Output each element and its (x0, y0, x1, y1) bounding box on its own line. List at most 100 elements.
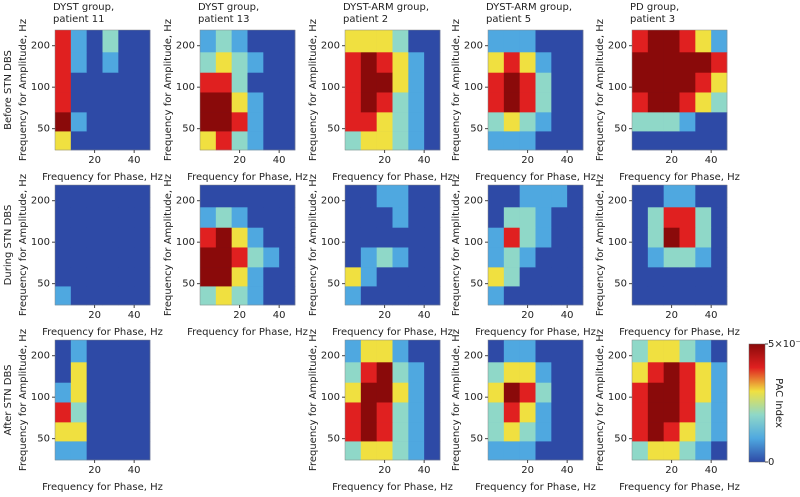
heat-cell (134, 112, 151, 132)
heat-cell (118, 362, 135, 383)
heat-cell (519, 247, 536, 268)
heat-cell (263, 286, 280, 306)
panel: 20 40 50 100 200 Frequency for Phase, Hz Frequ… (451, 19, 596, 183)
heat-cell (663, 402, 680, 423)
heat-cell (567, 286, 584, 306)
heat-cell (519, 131, 536, 151)
heat-cell (134, 92, 151, 113)
y-tick-label: 50 (327, 434, 340, 445)
heat-cell (102, 441, 119, 461)
heat-cell (279, 52, 296, 73)
heat-cell (632, 30, 649, 53)
y-axis-label: Frequency for Amplitude, Hz (18, 19, 29, 161)
heat-cell (279, 267, 296, 287)
heat-cell (118, 382, 135, 403)
heat-cell (488, 340, 505, 363)
heat-cell (200, 207, 217, 228)
plot-frame (487, 339, 584, 461)
heat-cell (567, 340, 584, 363)
heat-cell (360, 402, 377, 423)
x-tick-label: 20 (378, 465, 391, 476)
heat-cell (70, 382, 87, 403)
y-axis-label: Frequency for Amplitude, Hz (308, 329, 319, 471)
heat-cell (118, 247, 135, 268)
heat-cell (679, 131, 696, 151)
y-tick-label: 50 (614, 434, 627, 445)
heat-cell (424, 247, 441, 268)
heat-cell (134, 362, 151, 383)
heat-cell (279, 227, 296, 248)
heat-cell (551, 402, 568, 423)
heat-cell (134, 340, 151, 363)
plot-frame (54, 339, 151, 461)
y-tick-label: 50 (327, 124, 340, 135)
heat-cell (376, 267, 393, 287)
heat-cell (86, 247, 103, 268)
heat-cell (408, 362, 425, 383)
heat-cell (345, 267, 362, 287)
heat-cell (360, 286, 377, 306)
heat-cell (360, 382, 377, 403)
y-tick-label: 50 (182, 279, 195, 290)
heat-cell (535, 247, 552, 268)
heat-cell (134, 402, 151, 423)
heat-cell (503, 52, 520, 73)
panel: 20 40 50 100 200 Frequency for Phase, Hz Frequ… (18, 19, 163, 183)
heat-cell (424, 227, 441, 248)
heat-cell (86, 441, 103, 461)
y-tick-label: 200 (176, 196, 195, 207)
y-axis-label: Frequency for Amplitude, Hz (595, 174, 606, 316)
heat-cell (711, 247, 728, 268)
y-tick-label: 100 (321, 237, 340, 248)
heat-cell (503, 422, 520, 442)
heat-cell (102, 382, 119, 403)
heat-cell (392, 362, 409, 383)
heat-cell (345, 402, 362, 423)
heat-cell (86, 402, 103, 423)
heat-cell (408, 112, 425, 132)
heat-cell (360, 247, 377, 268)
heat-cell (519, 382, 536, 403)
y-tick-label: 200 (608, 41, 627, 52)
heat-cell (345, 247, 362, 268)
heat-cell (231, 131, 248, 151)
heat-cell (408, 30, 425, 53)
y-tick-label: 100 (31, 82, 50, 93)
heat-cell (247, 92, 264, 113)
heat-cell (392, 207, 409, 228)
heat-cell (70, 441, 87, 461)
heat-cell (247, 131, 264, 151)
heat-cell (86, 382, 103, 403)
y-tick-label: 100 (608, 82, 627, 93)
heat-cell (424, 112, 441, 132)
heat-cell (345, 227, 362, 248)
heat-cell (247, 112, 264, 132)
heat-cell (360, 340, 377, 363)
heat-cell (134, 247, 151, 268)
heat-cell (263, 131, 280, 151)
heat-cell (392, 441, 409, 461)
heat-cell (247, 247, 264, 268)
y-tick-label: 100 (608, 392, 627, 403)
heat-cell (695, 52, 712, 73)
heat-cell (231, 286, 248, 306)
x-tick-label: 20 (665, 310, 678, 321)
x-axis-label: Frequency for Phase, Hz (619, 172, 740, 183)
y-tick-label: 200 (464, 351, 483, 362)
heat-cell (488, 382, 505, 403)
heat-cell (134, 227, 151, 248)
heat-cell (503, 441, 520, 461)
y-axis-label: Frequency for Amplitude, Hz (308, 174, 319, 316)
heat-cell (86, 422, 103, 442)
heat-cell (551, 185, 568, 208)
x-tick-label: 20 (665, 155, 678, 166)
heat-cell (567, 30, 584, 53)
column-title: DYST-ARM group, (343, 2, 429, 13)
heat-cell (711, 402, 728, 423)
heat-cell (567, 185, 584, 208)
heat-cell (102, 286, 119, 306)
heat-cell (647, 286, 664, 306)
heat-cell (360, 72, 377, 93)
heat-cell (711, 52, 728, 73)
heat-cell (663, 286, 680, 306)
